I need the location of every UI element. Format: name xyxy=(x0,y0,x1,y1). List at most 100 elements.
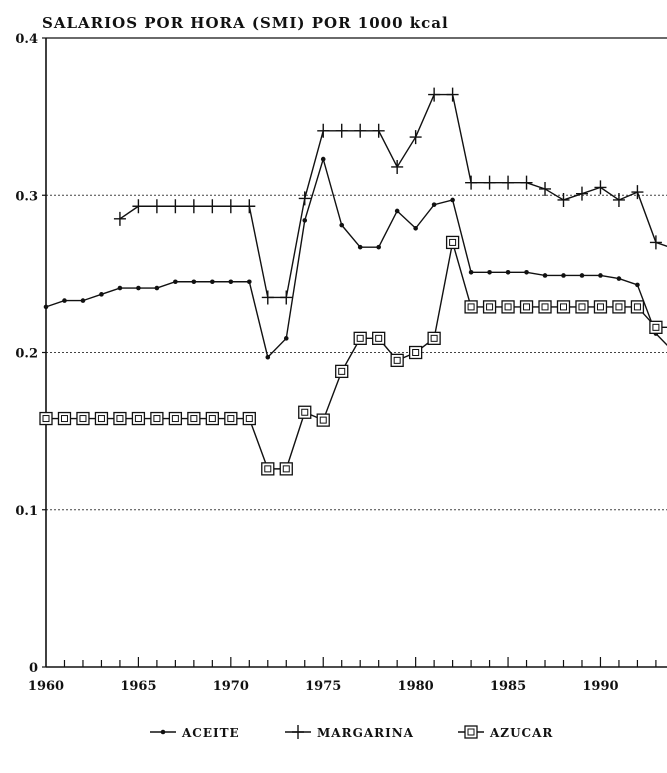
y-tick-label: 0.4 xyxy=(15,32,38,47)
x-tick-label: 1960 xyxy=(28,679,64,694)
data-point-azucar xyxy=(39,411,53,426)
data-point-margarina xyxy=(502,175,515,190)
data-point-aceite xyxy=(80,298,86,303)
data-point-margarina xyxy=(428,87,441,102)
data-point-margarina xyxy=(612,192,625,207)
data-point-azucar xyxy=(482,300,497,314)
data-point-azucar xyxy=(113,411,127,426)
data-point-margarina xyxy=(446,87,459,102)
data-point-azucar xyxy=(519,300,534,314)
data-point-aceite xyxy=(320,156,326,162)
legend-item-aceite: ACEITE xyxy=(150,726,239,740)
data-point-aceite xyxy=(598,273,603,278)
data-point-margarina xyxy=(520,175,533,190)
data-point-azucar xyxy=(556,300,571,314)
data-point-margarina xyxy=(594,180,607,195)
x-tick-label: 1970 xyxy=(213,679,249,694)
data-point-aceite xyxy=(394,208,400,214)
data-point-margarina xyxy=(113,211,126,226)
y-tick-label: 0.3 xyxy=(15,189,38,204)
y-tick-label: 0.1 xyxy=(15,504,38,519)
data-point-aceite xyxy=(561,273,566,278)
data-point-aceite xyxy=(524,270,529,275)
data-point-margarina xyxy=(483,175,496,190)
x-tick-label: 1980 xyxy=(398,679,434,694)
data-point-aceite xyxy=(62,298,67,303)
data-point-margarina xyxy=(335,123,348,138)
legend-marker-azucar xyxy=(464,725,478,739)
data-point-azucar xyxy=(261,462,275,476)
data-point-azucar xyxy=(593,300,608,314)
data-point-aceite xyxy=(228,279,234,285)
data-point-azucar xyxy=(501,300,515,314)
data-point-margarina xyxy=(372,123,385,138)
axes xyxy=(42,37,667,668)
data-point-margarina xyxy=(132,199,145,214)
data-point-margarina xyxy=(280,290,293,305)
legend-label-azucar: AZUCAR xyxy=(489,726,553,740)
data-point-azucar xyxy=(538,300,552,314)
data-point-azucar xyxy=(353,331,367,345)
data-point-aceite xyxy=(357,244,363,250)
series-line-aceite xyxy=(45,156,667,359)
data-point-margarina xyxy=(539,181,552,196)
data-point-margarina xyxy=(575,186,588,201)
data-point-aceite xyxy=(99,292,104,297)
data-point-margarina xyxy=(243,199,256,214)
data-point-aceite xyxy=(505,270,511,275)
data-point-aceite xyxy=(173,279,178,285)
data-point-azucar xyxy=(464,300,478,314)
chart-title: SALARIOS POR HORA (SMI) POR 1000 kcal xyxy=(42,14,449,32)
series-line-margarina xyxy=(119,93,667,299)
data-point-margarina xyxy=(631,185,644,200)
data-point-aceite xyxy=(283,336,289,341)
data-point-azucar xyxy=(335,364,349,379)
data-point-azucar xyxy=(630,300,645,314)
data-point-azucar xyxy=(649,320,663,334)
data-point-aceite xyxy=(43,304,49,310)
data-point-azucar xyxy=(224,411,238,426)
series-line-azucar xyxy=(46,242,667,470)
y-tick-label: 0 xyxy=(29,661,38,676)
data-point-azucar xyxy=(445,235,460,250)
data-point-margarina xyxy=(391,159,404,174)
data-point-azucar xyxy=(150,411,164,426)
data-point-margarina xyxy=(261,290,274,305)
data-point-margarina xyxy=(298,191,311,206)
data-point-aceite xyxy=(210,279,215,285)
data-point-margarina xyxy=(187,199,200,214)
data-point-aceite xyxy=(431,202,437,207)
legend-label-margarina: MARGARINA xyxy=(317,726,414,740)
data-point-azucar xyxy=(76,411,90,426)
series-layer xyxy=(39,87,667,476)
data-point-azucar xyxy=(390,353,404,368)
data-point-aceite xyxy=(450,197,455,203)
data-point-margarina xyxy=(649,235,662,250)
data-point-azucar xyxy=(298,405,312,419)
data-point-margarina xyxy=(169,199,182,214)
data-point-azucar xyxy=(57,411,72,426)
data-point-azucar xyxy=(279,462,293,476)
tick-labels: 0 0.1 0.2 0.3 0.4 1960 1965 1970 1975 1980 1985 199… xyxy=(15,32,618,694)
legend-marker-aceite xyxy=(160,729,166,735)
data-point-azucar xyxy=(131,411,146,426)
data-point-aceite xyxy=(635,282,640,288)
legend-item-azucar: AZUCAR xyxy=(458,725,553,740)
data-point-azucar xyxy=(612,300,626,314)
data-point-margarina xyxy=(317,123,330,138)
data-point-margarina xyxy=(206,199,219,214)
series-margarina xyxy=(113,87,667,305)
data-point-aceite xyxy=(616,276,622,281)
legend: ACEITE MARGARINA AZUCAR xyxy=(150,725,553,740)
legend-marker-margarina xyxy=(292,725,304,739)
data-point-aceite xyxy=(579,273,585,278)
data-point-aceite xyxy=(302,218,308,223)
data-point-azucar xyxy=(575,300,589,314)
data-point-aceite xyxy=(247,279,252,285)
data-point-aceite xyxy=(376,244,381,250)
x-tick-label: 1975 xyxy=(305,679,341,694)
x-tick-label: 1965 xyxy=(120,679,156,694)
x-tick-label: 1985 xyxy=(490,679,526,694)
data-point-azucar xyxy=(242,411,256,426)
